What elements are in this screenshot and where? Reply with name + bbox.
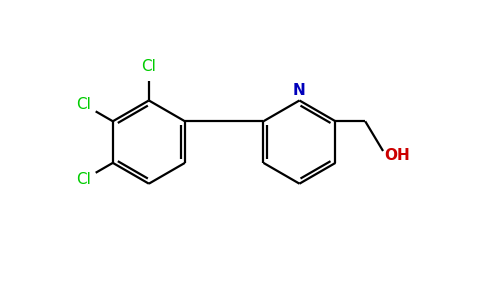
Text: Cl: Cl [76,97,91,112]
Text: Cl: Cl [76,172,91,187]
Text: OH: OH [384,148,410,164]
Text: Cl: Cl [141,59,156,74]
Text: N: N [293,83,306,98]
